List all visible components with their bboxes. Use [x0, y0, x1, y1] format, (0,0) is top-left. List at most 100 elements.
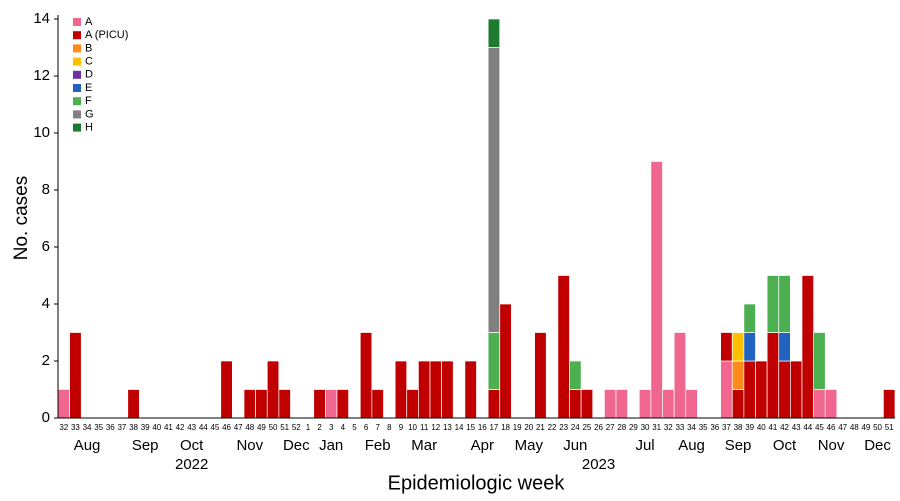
- x-tick-label: 49: [861, 423, 870, 432]
- x-tick-label: 33: [675, 423, 684, 432]
- legend-swatch: [73, 123, 81, 132]
- x-tick-label: 32: [59, 423, 68, 432]
- x-tick-label: 39: [745, 423, 754, 432]
- x-tick-label: 24: [571, 423, 580, 432]
- x-tick-label: 19: [513, 423, 522, 432]
- month-label: Jun: [563, 437, 587, 454]
- x-tick-label: 15: [466, 423, 475, 432]
- bar-segment: [766, 332, 780, 419]
- x-tick-label: 40: [757, 423, 766, 432]
- month-label: Dec: [864, 437, 891, 454]
- month-label: Oct: [180, 437, 204, 454]
- month-label: Sep: [132, 437, 159, 454]
- bar-segment: [604, 389, 617, 419]
- bar-segment: [441, 360, 454, 419]
- x-tick-label: 23: [559, 423, 568, 432]
- x-tick-label: 31: [652, 423, 661, 432]
- bar-segment: [313, 389, 326, 419]
- x-tick-label: 27: [606, 423, 615, 432]
- x-tick-label: 47: [234, 423, 243, 432]
- month-label: Aug: [74, 437, 101, 454]
- legend-swatch: [73, 57, 81, 66]
- bar-segment: [487, 18, 501, 48]
- bar-segment: [243, 389, 256, 419]
- bar-segment: [325, 389, 338, 419]
- legend-label: A (PICU): [85, 29, 128, 41]
- x-tick-label: 42: [780, 423, 789, 432]
- bar-segment: [638, 389, 652, 419]
- bar-segment: [336, 389, 349, 419]
- x-tick-label: 43: [792, 423, 801, 432]
- x-tick-label: 44: [199, 423, 208, 432]
- x-tick-label: 34: [83, 423, 92, 432]
- bar-segment: [824, 389, 838, 419]
- x-tick-label: 49: [257, 423, 266, 432]
- bar-segment: [569, 389, 582, 419]
- y-tick-label: 4: [42, 295, 50, 312]
- x-tick-label: 17: [489, 423, 498, 432]
- bar-segment: [127, 389, 140, 419]
- legend-label: A: [85, 16, 93, 28]
- x-tick-label: 45: [815, 423, 824, 432]
- x-tick-label: 51: [885, 423, 894, 432]
- month-label: Nov: [236, 437, 263, 454]
- x-tick-label: 40: [152, 423, 161, 432]
- x-tick-label: 43: [187, 423, 196, 432]
- x-tick-label: 38: [129, 423, 138, 432]
- x-tick-label: 42: [176, 423, 185, 432]
- x-tick-label: 33: [71, 423, 80, 432]
- x-tick-label: 22: [548, 423, 557, 432]
- x-tick-label: 32: [664, 423, 673, 432]
- legend-label: E: [85, 82, 92, 94]
- bar-segment: [731, 332, 745, 362]
- bar-segment: [813, 389, 826, 419]
- bar-segment: [220, 360, 233, 419]
- bar-segment: [464, 360, 477, 419]
- legend-swatch: [73, 31, 81, 40]
- bar-segment: [743, 360, 756, 419]
- x-tick-label: 12: [431, 423, 440, 432]
- bar-segment: [743, 303, 756, 333]
- x-tick-label: 44: [803, 423, 812, 432]
- month-label: Oct: [773, 437, 797, 454]
- legend-label: F: [85, 95, 92, 107]
- x-tick-label: 14: [455, 423, 464, 432]
- x-tick-label: 4: [341, 423, 346, 432]
- y-tick-label: 10: [33, 124, 50, 141]
- bar-segment: [755, 360, 768, 419]
- legend-label: G: [85, 108, 94, 120]
- x-tick-label: 47: [838, 423, 847, 432]
- legend-swatch: [73, 18, 81, 26]
- bar-segment: [720, 332, 733, 362]
- bar-segment: [371, 389, 384, 419]
- bar-segment: [813, 332, 826, 390]
- x-tick-label: 45: [210, 423, 219, 432]
- x-tick-label: 35: [699, 423, 708, 432]
- legend-swatch: [73, 44, 81, 53]
- x-tick-label: 48: [850, 423, 859, 432]
- x-tick-label: 46: [827, 423, 836, 432]
- legend-label: B: [85, 42, 92, 54]
- x-tick-label: 18: [501, 423, 510, 432]
- x-tick-label: 36: [710, 423, 719, 432]
- x-tick-label: 20: [524, 423, 533, 432]
- x-tick-label: 41: [768, 423, 777, 432]
- bar-segment: [499, 303, 512, 419]
- bar-segment: [359, 332, 373, 419]
- month-label: Nov: [818, 437, 845, 454]
- month-label: Jul: [635, 437, 654, 454]
- bar-segment: [766, 275, 780, 333]
- x-tick-label: 11: [420, 423, 429, 432]
- bar-segment: [778, 332, 791, 362]
- bar-segment: [673, 332, 687, 419]
- x-tick-label: 2: [317, 423, 322, 432]
- y-tick-label: 8: [42, 181, 50, 198]
- x-tick-label: 8: [387, 423, 392, 432]
- y-tick-label: 6: [42, 238, 50, 255]
- bar-segment: [662, 389, 675, 419]
- x-tick-label: 16: [478, 423, 487, 432]
- y-tick-label: 12: [33, 67, 50, 84]
- x-tick-label: 13: [443, 423, 452, 432]
- year-label: 2023: [582, 456, 615, 473]
- bar-segment: [731, 389, 745, 419]
